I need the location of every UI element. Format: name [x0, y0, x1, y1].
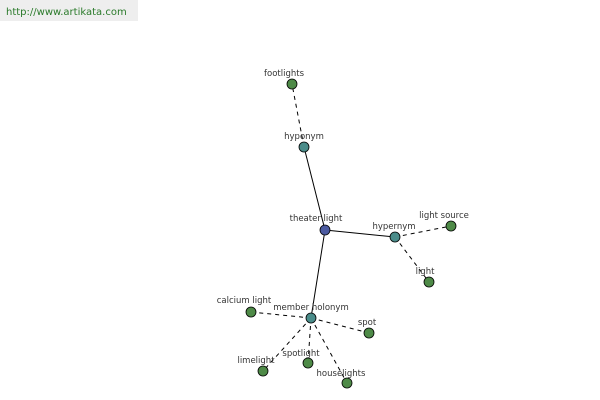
- edge: [291, 83, 305, 148]
- node-label[interactable]: hyponym: [284, 132, 324, 142]
- node-label[interactable]: light: [416, 267, 436, 277]
- node-label[interactable]: footlights: [264, 69, 305, 79]
- node[interactable]: [305, 312, 317, 324]
- node-label[interactable]: member holonym: [273, 303, 348, 313]
- edge: [310, 229, 326, 319]
- node[interactable]: [319, 224, 331, 236]
- node[interactable]: [245, 306, 257, 318]
- node[interactable]: [423, 276, 435, 288]
- node[interactable]: [257, 365, 269, 377]
- edge: [324, 229, 396, 238]
- site-url[interactable]: http://www.artikata.com: [6, 7, 127, 18]
- node-label[interactable]: spot: [358, 318, 377, 328]
- header-bar: [0, 0, 138, 21]
- node-label[interactable]: theater light: [290, 214, 343, 224]
- edge: [303, 146, 326, 231]
- node-label[interactable]: calcium light: [217, 296, 272, 306]
- node[interactable]: [341, 377, 353, 389]
- node[interactable]: [445, 220, 457, 232]
- labels: theater light hyponym footlights hyperny…: [217, 69, 469, 379]
- node-label[interactable]: spotlight: [282, 349, 320, 359]
- node-label[interactable]: houselights: [317, 369, 366, 379]
- edge: [394, 236, 430, 283]
- edges: [250, 83, 452, 384]
- node-label[interactable]: limelight: [237, 356, 275, 366]
- edge: [250, 311, 312, 319]
- nodes: [245, 78, 457, 389]
- node[interactable]: [286, 78, 298, 90]
- node-label[interactable]: light source: [419, 211, 469, 221]
- edge: [262, 317, 312, 372]
- edge: [394, 225, 452, 238]
- node[interactable]: [363, 327, 375, 339]
- node[interactable]: [389, 231, 401, 243]
- node[interactable]: [302, 357, 314, 369]
- node[interactable]: [298, 141, 310, 153]
- edge: [310, 317, 370, 334]
- node-label[interactable]: hypernym: [372, 222, 415, 232]
